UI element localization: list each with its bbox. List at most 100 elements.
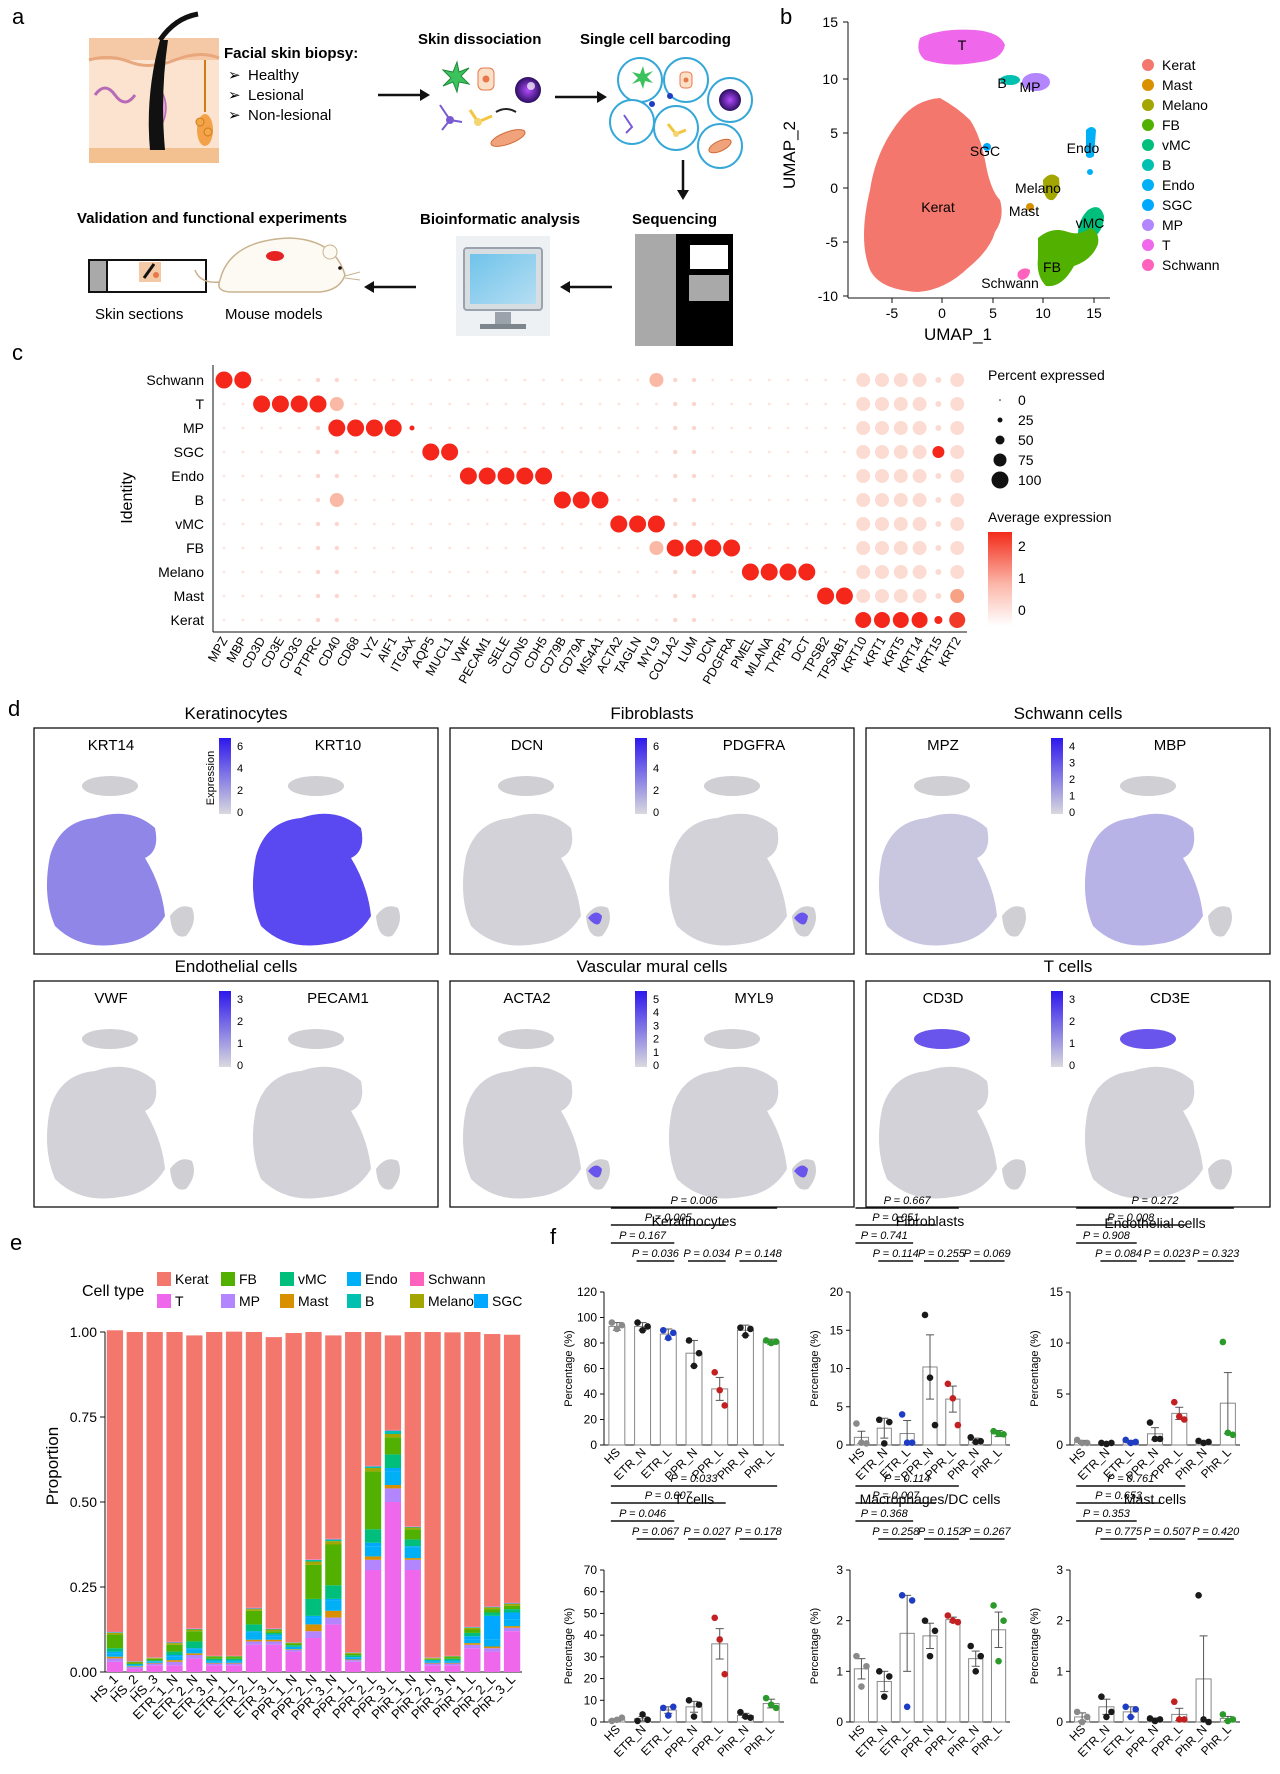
stacked-segment-vmc (265, 1632, 282, 1635)
stacked-segment-melano (285, 1642, 302, 1644)
feature-panel-title: Endothelial cells (175, 957, 298, 976)
expression-dot (542, 570, 545, 574)
expression-dot (691, 401, 697, 407)
feature-scale-label: 4 (1069, 741, 1075, 753)
expression-dot (485, 450, 489, 454)
arrow-right-icon (378, 89, 430, 101)
stacked-segment-mast (206, 1662, 223, 1664)
chart-data-point (1146, 1715, 1154, 1722)
expression-dot (279, 474, 282, 478)
expression-dot (504, 570, 508, 574)
expression-dot (786, 426, 790, 430)
expression-dot (598, 426, 602, 430)
expression-dot (429, 426, 433, 430)
chart-data-point (903, 1439, 911, 1447)
celltype-label: T (175, 1293, 184, 1309)
expression-dot (843, 450, 846, 454)
expression-dot (467, 402, 470, 406)
chart-data-point (880, 1693, 888, 1700)
percent-legend-label: 75 (1018, 452, 1034, 468)
expression-dot (912, 541, 927, 555)
expression-dot (410, 402, 414, 406)
expression-dot (354, 522, 357, 526)
chart-data-point (695, 1701, 703, 1708)
chart-bar (608, 1325, 626, 1446)
expression-dot (875, 517, 889, 531)
expression-dot (222, 522, 226, 526)
chart-data-point (1170, 1698, 1178, 1706)
feature-side-cluster (1002, 1159, 1026, 1190)
expression-dot (410, 546, 414, 550)
stacked-segment-melano (186, 1629, 203, 1632)
expression-dot (893, 589, 908, 603)
legend-label: MP (1162, 217, 1183, 233)
feature-scale-label: 0 (237, 1060, 243, 1072)
chart-data-point (711, 1369, 719, 1376)
celltype-legend: Kerat FB vMC Endo Schwann T MP Mast B Melano SGC (157, 1271, 522, 1309)
celltype-label: MP (239, 1293, 260, 1309)
chart-data-point (949, 1617, 957, 1624)
expression-dot (749, 522, 752, 526)
feature-panel-fibroblasts: Fibroblasts DCN PDGFRA 6 4 2 0 (449, 704, 855, 955)
chart-data-point (639, 1711, 646, 1718)
expression-dot (260, 522, 263, 526)
expression-dot (673, 401, 678, 407)
stacked-segment-vmc (325, 1585, 342, 1599)
chart-data-point (1200, 1716, 1207, 1723)
umap-cluster-label: MP (1020, 79, 1041, 95)
stacked-segment-t (484, 1651, 501, 1672)
step-barcoding: Single cell barcoding (580, 31, 731, 48)
expression-dot (730, 618, 733, 622)
expression-dot (410, 498, 414, 502)
expression-dot (649, 373, 664, 387)
expression-dot (805, 546, 809, 550)
expression-dot (222, 594, 226, 598)
feature-highlight (914, 1029, 970, 1049)
stacked-segment-mp (503, 1627, 521, 1632)
expression-dot (950, 493, 965, 507)
expression-dot (749, 426, 752, 430)
expression-dot (711, 618, 715, 622)
chart-data-point (875, 1416, 883, 1424)
stacked-segment-t (285, 1651, 302, 1672)
expression-dot (786, 402, 790, 406)
feature-side-cluster (170, 1159, 194, 1190)
expression-dot (448, 594, 451, 598)
expression-dot (805, 522, 809, 526)
expression-dot (704, 539, 722, 557)
stacked-segment-vmc (444, 1658, 461, 1661)
expression-dot (767, 498, 771, 502)
stacked-segment-t (444, 1665, 461, 1672)
feature-umap-left (878, 813, 997, 946)
chart-ylabel: Percentage (%) (563, 1330, 575, 1406)
expression-dot (391, 618, 395, 622)
expression-dot (279, 570, 282, 574)
chart-data-point (853, 1652, 860, 1660)
expression-dot (504, 618, 508, 622)
expression-dot (856, 589, 871, 603)
legend-swatch (1142, 79, 1154, 91)
chart-ytick-label: 20 (830, 1285, 844, 1299)
expression-dot (950, 589, 965, 603)
feature-umap-left (46, 813, 166, 946)
stacked-segment-mast (484, 1646, 501, 1649)
expression-dot (893, 565, 908, 579)
expression-dot (691, 593, 697, 599)
mouse-icon (194, 237, 361, 293)
stacked-segment-mp (206, 1663, 223, 1666)
expression-dot (749, 594, 752, 598)
expression-dot (391, 378, 395, 382)
chart-data-point (608, 1717, 616, 1725)
chart-data-point (977, 1652, 985, 1660)
expression-dot (912, 373, 927, 387)
chart-data-point (690, 1713, 698, 1720)
chart-data-point (1156, 1716, 1164, 1723)
expression-dot (598, 546, 602, 550)
expression-dot (523, 498, 527, 502)
panel-e: e Cell type Kerat FB vMC Endo Schwann T MP Mast… (10, 1230, 522, 1723)
expression-dot (617, 570, 621, 574)
umap-cluster-label: Schwann (981, 275, 1039, 291)
stacked-segment-mast (106, 1656, 124, 1659)
umap-xlabel: UMAP_1 (924, 325, 992, 344)
expression-dot (617, 378, 621, 382)
